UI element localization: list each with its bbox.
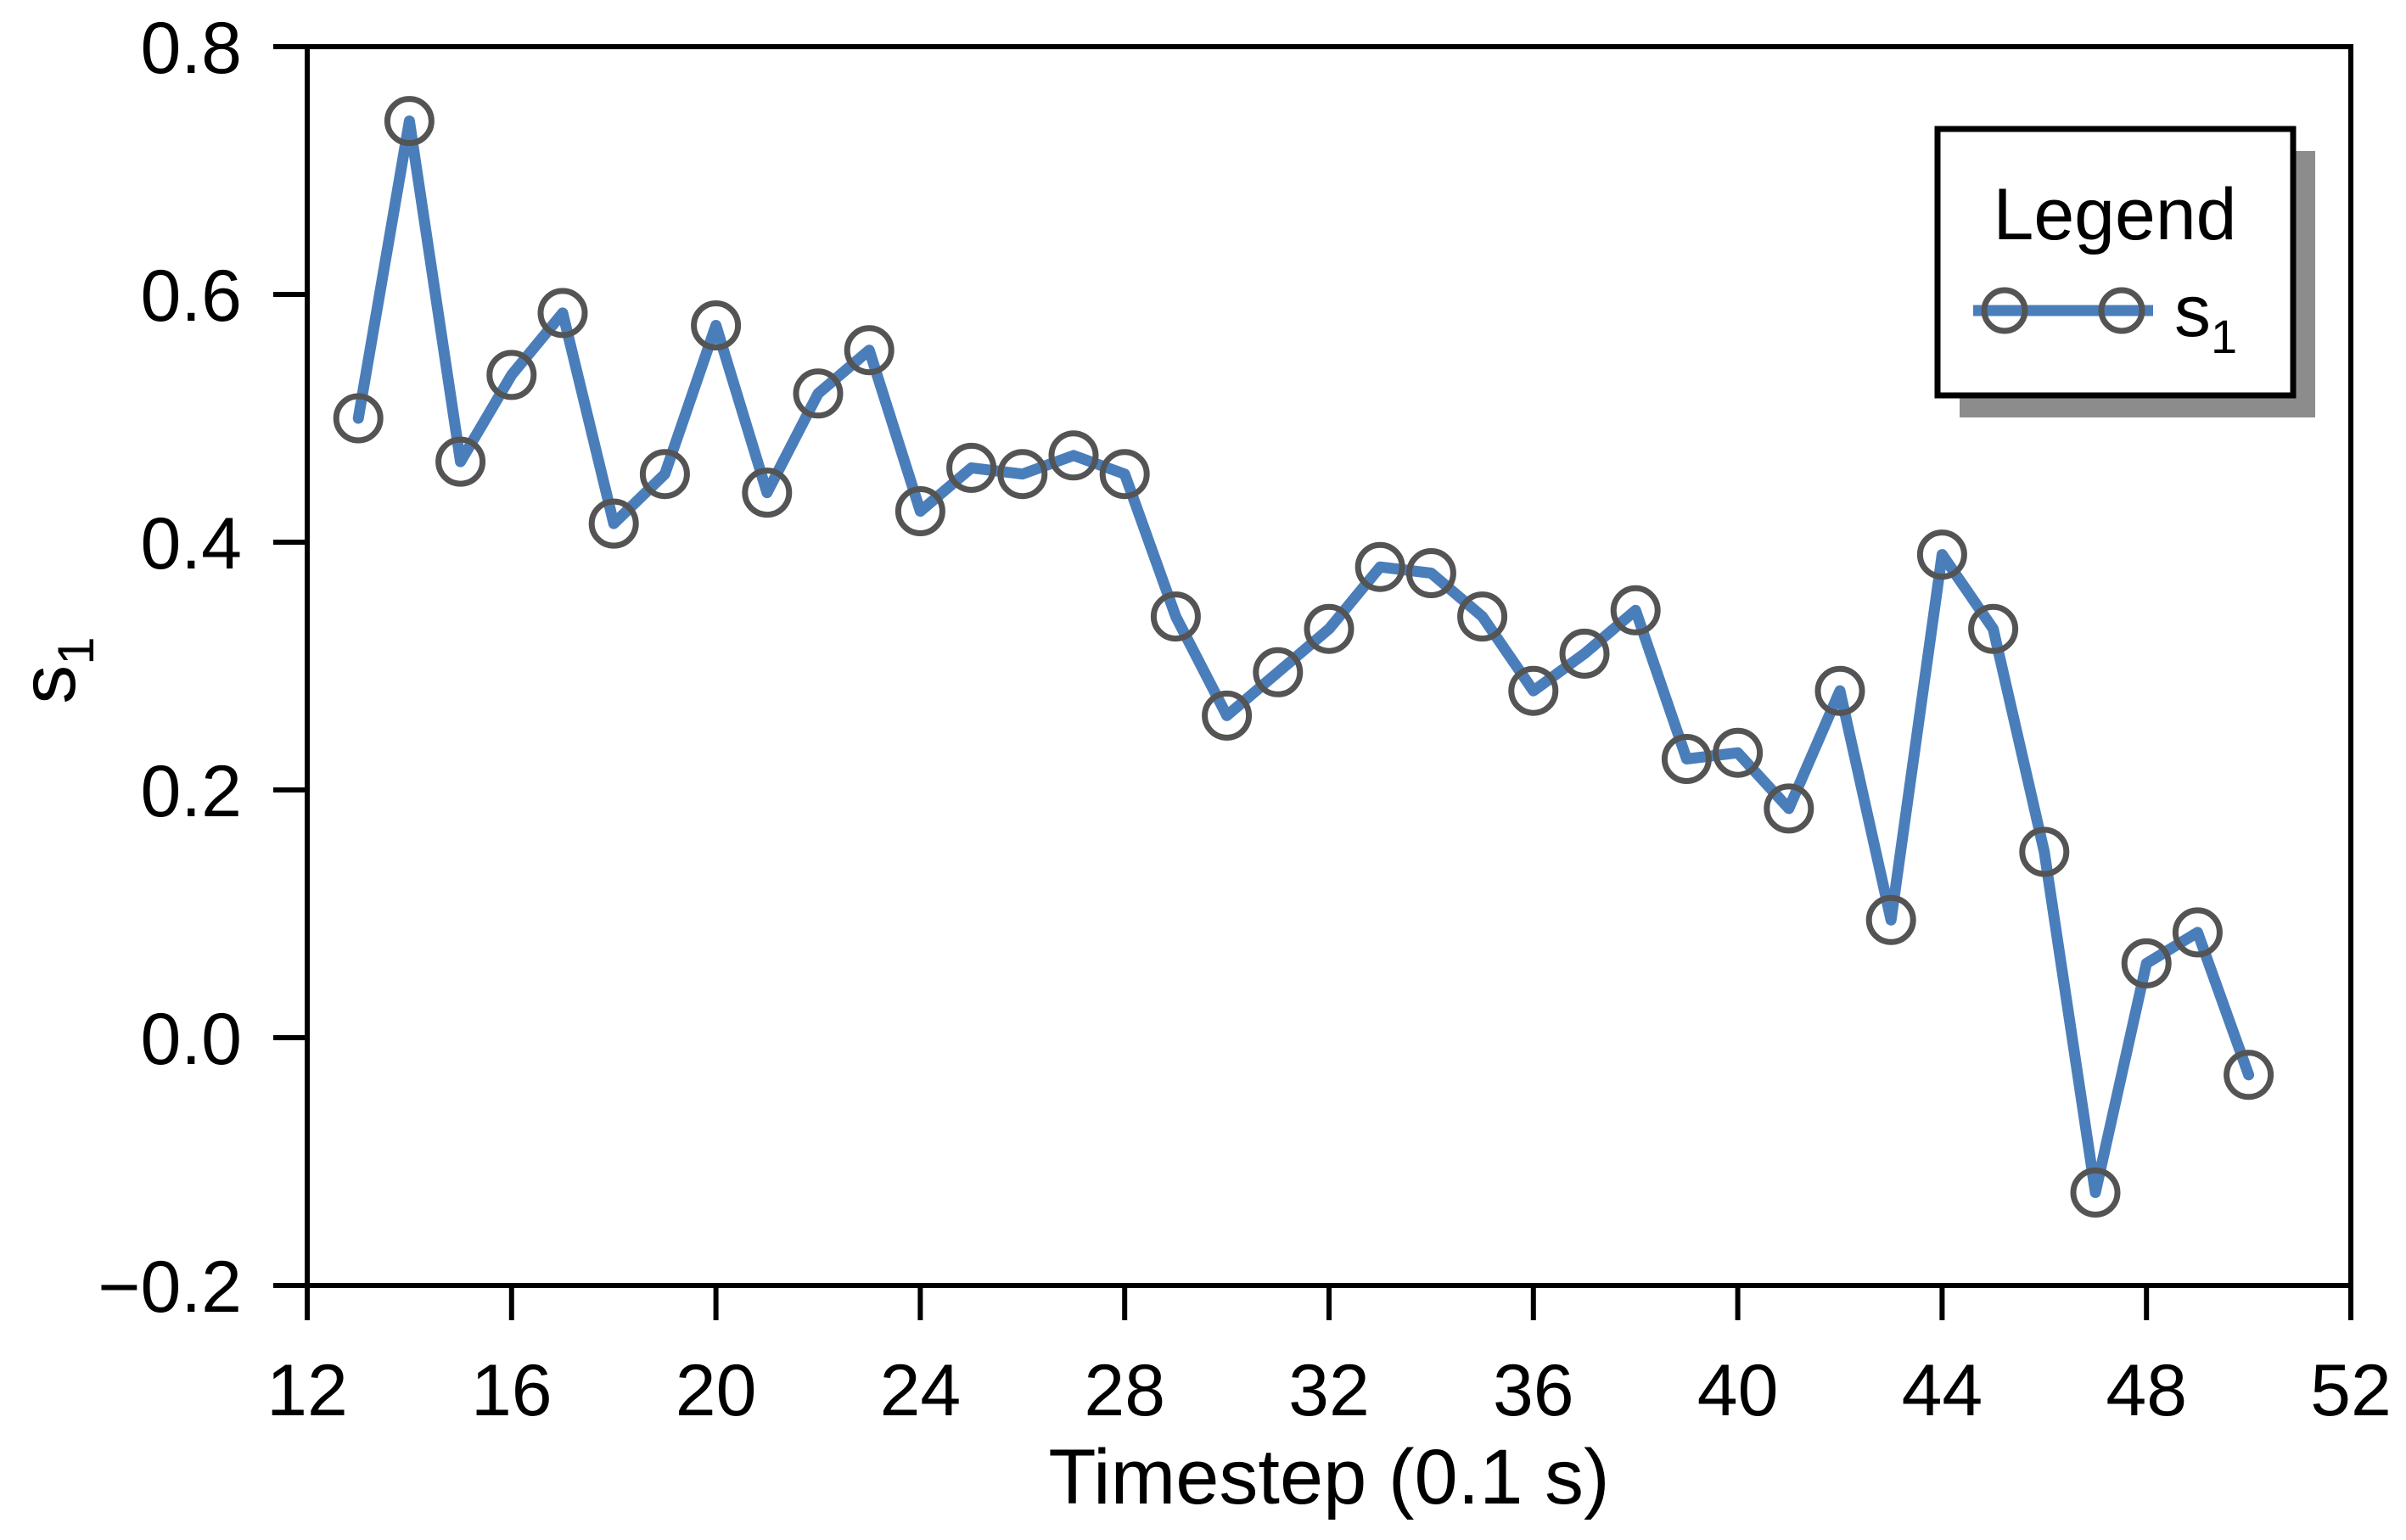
- data-point-marker: [844, 325, 895, 376]
- y-axis-title-subscript: 1: [48, 636, 104, 664]
- x-tick-label: 36: [1493, 1350, 1574, 1431]
- data-point-marker: [793, 368, 844, 419]
- data-point-marker: [588, 498, 639, 549]
- data-point-marker: [2070, 1168, 2121, 1218]
- data-point-marker: [1916, 529, 1967, 580]
- legend: Legend s1: [1934, 126, 2315, 417]
- data-point-marker: [435, 436, 486, 487]
- y-tick-label: 0.2: [140, 751, 242, 832]
- data-point-marker: [946, 442, 997, 493]
- data-point-marker: [384, 96, 435, 147]
- data-point-marker: [2121, 938, 2172, 988]
- legend-sample-marker-left: [1981, 287, 2028, 334]
- legend-entry-label: s1: [2174, 271, 2237, 363]
- data-point-marker: [997, 449, 1048, 500]
- legend-sample-marker-right: [2098, 287, 2145, 334]
- x-tick-label: 40: [1697, 1350, 1779, 1431]
- x-axis-ticks: 12 16 20 24 28 32 36 40 44 48 52: [266, 1285, 2392, 1431]
- data-point-marker: [1304, 603, 1354, 654]
- legend-title: Legend: [1994, 174, 2237, 255]
- y-axis-ticks: 0.8 0.6 0.4 0.2 0.0 −0.2: [98, 8, 307, 1328]
- y-tick-label: 0.0: [140, 999, 242, 1080]
- data-point-marker: [2019, 826, 2070, 877]
- data-point-marker: [1048, 430, 1099, 481]
- data-point-marker: [1354, 541, 1405, 592]
- x-tick-label: 24: [880, 1350, 962, 1431]
- data-point-marker: [639, 449, 690, 500]
- x-tick-label: 48: [2106, 1350, 2187, 1431]
- series-line: [352, 115, 2255, 1198]
- data-point-marker: [1099, 449, 1150, 500]
- data-point-marker: [1814, 665, 1865, 716]
- y-tick-label: 0.6: [140, 255, 242, 337]
- data-point-marker: [1150, 591, 1201, 642]
- legend-entry-label-base: s: [2174, 271, 2211, 352]
- data-point-marker: [1661, 734, 1712, 784]
- legend-entry-label-subscript: 1: [2211, 310, 2237, 363]
- data-point-marker: [1865, 894, 1916, 945]
- data-point-marker: [333, 393, 384, 444]
- y-axis-title: s1: [5, 636, 104, 703]
- series-group: [333, 96, 2274, 1218]
- data-point-marker: [1457, 591, 1508, 642]
- data-point-marker: [486, 350, 537, 400]
- data-point-marker: [1559, 628, 1610, 679]
- data-point-marker: [537, 288, 588, 339]
- y-tick-label: −0.2: [98, 1246, 242, 1328]
- x-tick-label: 20: [676, 1350, 757, 1431]
- data-point-marker: [2224, 1050, 2274, 1100]
- data-point-marker: [895, 486, 945, 536]
- data-point-marker: [1253, 647, 1304, 697]
- data-point-marker: [691, 300, 742, 350]
- y-tick-label: 0.4: [140, 503, 242, 585]
- y-tick-label: 0.8: [140, 8, 242, 89]
- data-point-marker: [1713, 727, 1764, 778]
- data-point-marker: [1610, 585, 1661, 636]
- x-tick-label: 16: [471, 1350, 552, 1431]
- x-axis-title: Timestep (0.1 s): [1048, 1434, 1609, 1520]
- legend-box: [1934, 126, 2297, 399]
- data-point-marker: [742, 468, 793, 518]
- data-point-marker: [1968, 603, 2019, 654]
- data-point-marker: [2172, 907, 2223, 958]
- y-axis-title-base: s: [5, 665, 92, 704]
- data-point-marker: [1508, 665, 1559, 716]
- x-tick-label: 32: [1288, 1350, 1370, 1431]
- x-tick-label: 44: [1902, 1350, 1983, 1431]
- data-point-marker: [1764, 783, 1814, 834]
- x-tick-label: 12: [266, 1350, 348, 1431]
- data-point-marker: [1405, 548, 1456, 598]
- x-tick-label: 52: [2310, 1350, 2392, 1431]
- x-tick-label: 28: [1084, 1350, 1165, 1431]
- data-point-marker: [1202, 690, 1253, 741]
